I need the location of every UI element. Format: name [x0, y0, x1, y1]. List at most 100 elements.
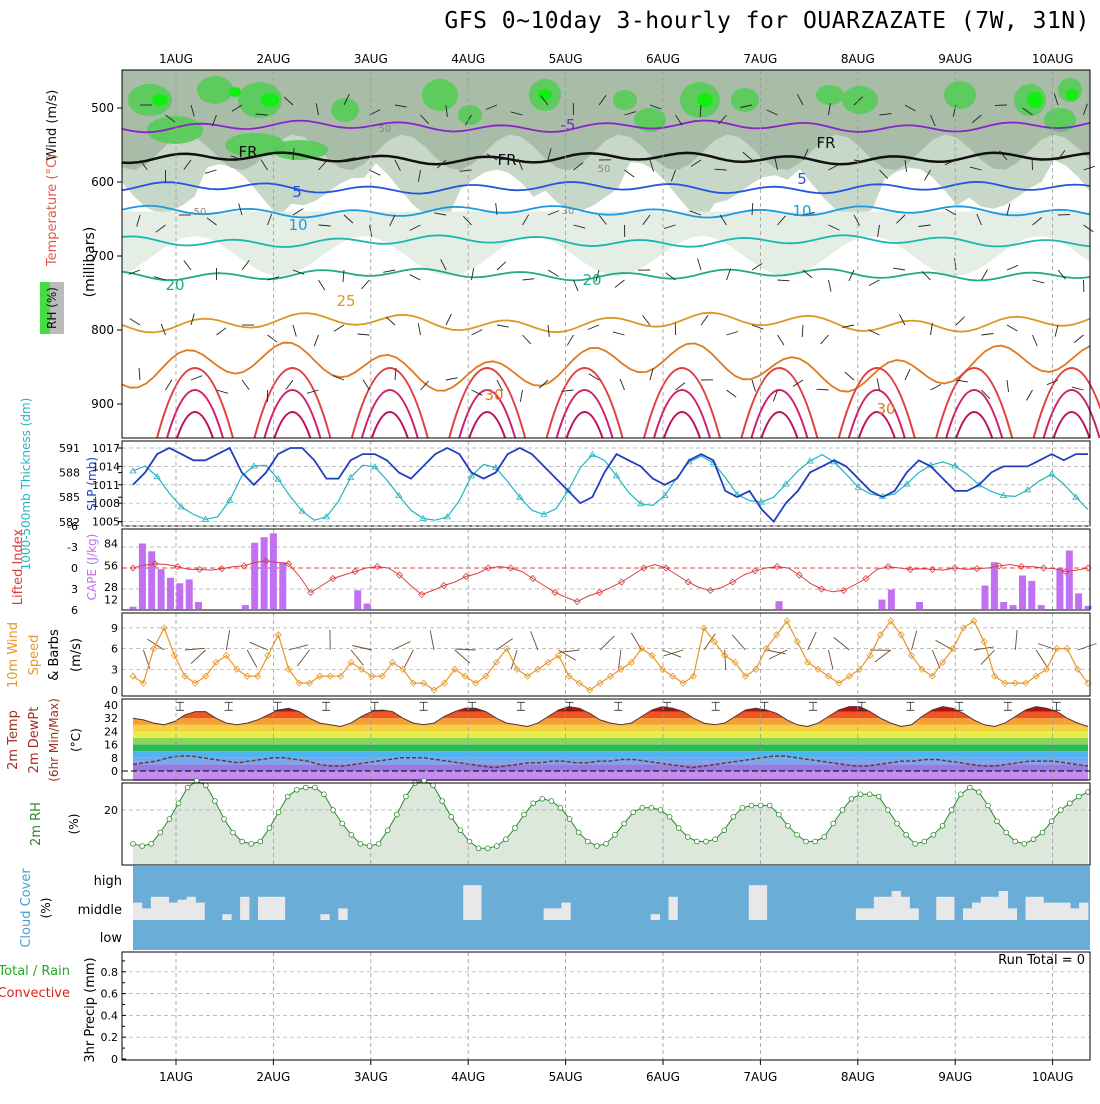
day-label-bottom: 3AUG	[354, 1070, 388, 1084]
cape-bar	[139, 544, 146, 610]
isotherm-label: 50	[598, 164, 611, 175]
cloud-middle-bar	[945, 897, 954, 920]
rh2m-marker	[358, 841, 363, 846]
rh2m-marker	[249, 841, 254, 846]
cloud-middle-bar	[963, 908, 972, 920]
li-tick-label: -3	[67, 541, 78, 554]
cloud-middle-bar	[1043, 903, 1052, 920]
rh2m-marker	[649, 805, 654, 810]
wind-tick-label: 0	[111, 684, 118, 697]
day-label-top: 5AUG	[549, 52, 583, 66]
cape-tick-label: 12	[104, 594, 118, 607]
cloud-middle-bar	[151, 897, 160, 920]
rh2m-marker	[267, 826, 272, 831]
rh2m-marker	[167, 817, 172, 822]
rh2m-marker	[385, 828, 390, 833]
ylabel-rh2m: 2m RH	[29, 802, 44, 846]
day-label-top: 3AUG	[354, 52, 388, 66]
day-label-bottom: 10AUG	[1032, 1070, 1074, 1084]
cloud-middle-bar	[1052, 903, 1061, 920]
cape-bar	[776, 601, 783, 609]
day-label-top: 10AUG	[1032, 52, 1074, 66]
ylabel-temperature: Temperature (°C)	[45, 154, 60, 267]
cape-bar	[1075, 593, 1082, 609]
wind-tick-label: 9	[111, 622, 118, 635]
cloud-middle-bar	[901, 897, 910, 920]
rh2m-marker	[576, 830, 581, 835]
temp-tick-label: 32	[104, 712, 118, 725]
rh2m-marker	[795, 832, 800, 837]
rh2m-marker	[1013, 839, 1018, 844]
isotherm-label: FR	[816, 134, 835, 152]
mb-tick-label: 500	[91, 101, 114, 115]
ylabel-temp-unit: (°C)	[69, 728, 83, 752]
rh2m-marker	[967, 785, 972, 790]
rh2m-marker	[504, 837, 509, 842]
ylabel-precip: 3hr Precip (mm)	[83, 957, 98, 1062]
ylabel-wind10-a: 10m Wind	[6, 622, 21, 688]
ylabel-lifted-index: Lifted Index	[11, 528, 26, 605]
thickness-tick-label: 585	[59, 491, 80, 504]
rh-moist-blob	[422, 79, 458, 111]
cloud-level-middle: middle	[78, 903, 122, 918]
rh2m-marker	[567, 817, 572, 822]
cape-bar	[148, 551, 155, 609]
rh2m-marker	[458, 828, 463, 833]
rh-saturated-blob	[697, 93, 713, 107]
rh2m-marker	[749, 803, 754, 808]
cape-bar	[1066, 551, 1073, 610]
day-label-bottom: 1AUG	[159, 1070, 193, 1084]
rh2m-marker	[1077, 794, 1082, 799]
rh2m-marker	[494, 844, 499, 849]
cloud-middle-bar	[258, 897, 267, 920]
ylabel-wind10-c: & Barbs	[47, 629, 62, 681]
li-tick-label: 0	[71, 562, 78, 575]
rh2m-marker	[176, 801, 181, 806]
cape-bar	[916, 602, 923, 609]
cloud-middle-bar	[1034, 897, 1043, 920]
rh2m-marker	[1031, 837, 1036, 842]
rh-saturated-blob	[229, 87, 241, 97]
rh-moist-blob	[944, 81, 976, 109]
isotherm-label: 25	[336, 292, 355, 310]
wind-tick-label: 6	[111, 643, 118, 656]
rh2m-marker	[285, 794, 290, 799]
rh2m-marker	[294, 787, 299, 792]
isotherm-label: 30	[484, 386, 503, 404]
rh2m-marker	[740, 805, 745, 810]
rh2m-marker	[876, 794, 881, 799]
isotherm-label: FR	[238, 143, 257, 161]
cloud-middle-bar	[910, 908, 919, 920]
rh2m-marker	[667, 814, 672, 819]
rh2m-tick-label: 20	[104, 804, 118, 817]
rh2m-marker	[676, 826, 681, 831]
rh2m-marker	[1022, 841, 1027, 846]
isotherm-label: 50	[194, 207, 207, 218]
precip-run-total: Run Total = 0	[998, 953, 1085, 968]
cloud-middle-bar	[981, 897, 990, 920]
cloud-middle-bar	[1079, 903, 1088, 920]
rh2m-marker	[886, 808, 891, 813]
cloud-middle-bar	[1026, 897, 1035, 920]
rh2m-marker	[131, 841, 136, 846]
rh-saturated-blob	[1027, 92, 1043, 108]
day-label-top: 2AUG	[256, 52, 290, 66]
rh2m-marker	[1049, 819, 1054, 824]
cloud-middle-bar	[338, 908, 347, 920]
ylabel-slp: SLP (mb)	[85, 457, 99, 511]
rh2m-marker	[194, 778, 199, 783]
ylabel-rh: RH (%)	[45, 287, 59, 329]
cape-bar	[982, 586, 989, 609]
cloud-middle-bar	[544, 908, 553, 920]
rh2m-marker	[949, 808, 954, 813]
rh2m-marker	[695, 839, 700, 844]
cloud-middle-bar	[972, 903, 981, 920]
rh2m-marker	[203, 783, 208, 788]
cloud-middle-bar	[553, 908, 562, 920]
rh2m-marker	[149, 841, 154, 846]
cape-bar	[1028, 581, 1035, 609]
isotherm-label: 5	[797, 170, 807, 188]
cloud-middle-bar	[169, 903, 178, 920]
ylabel-wind: Wind (m/s)	[45, 90, 60, 161]
ylabel-precip-total: Total / Rain	[0, 964, 70, 979]
